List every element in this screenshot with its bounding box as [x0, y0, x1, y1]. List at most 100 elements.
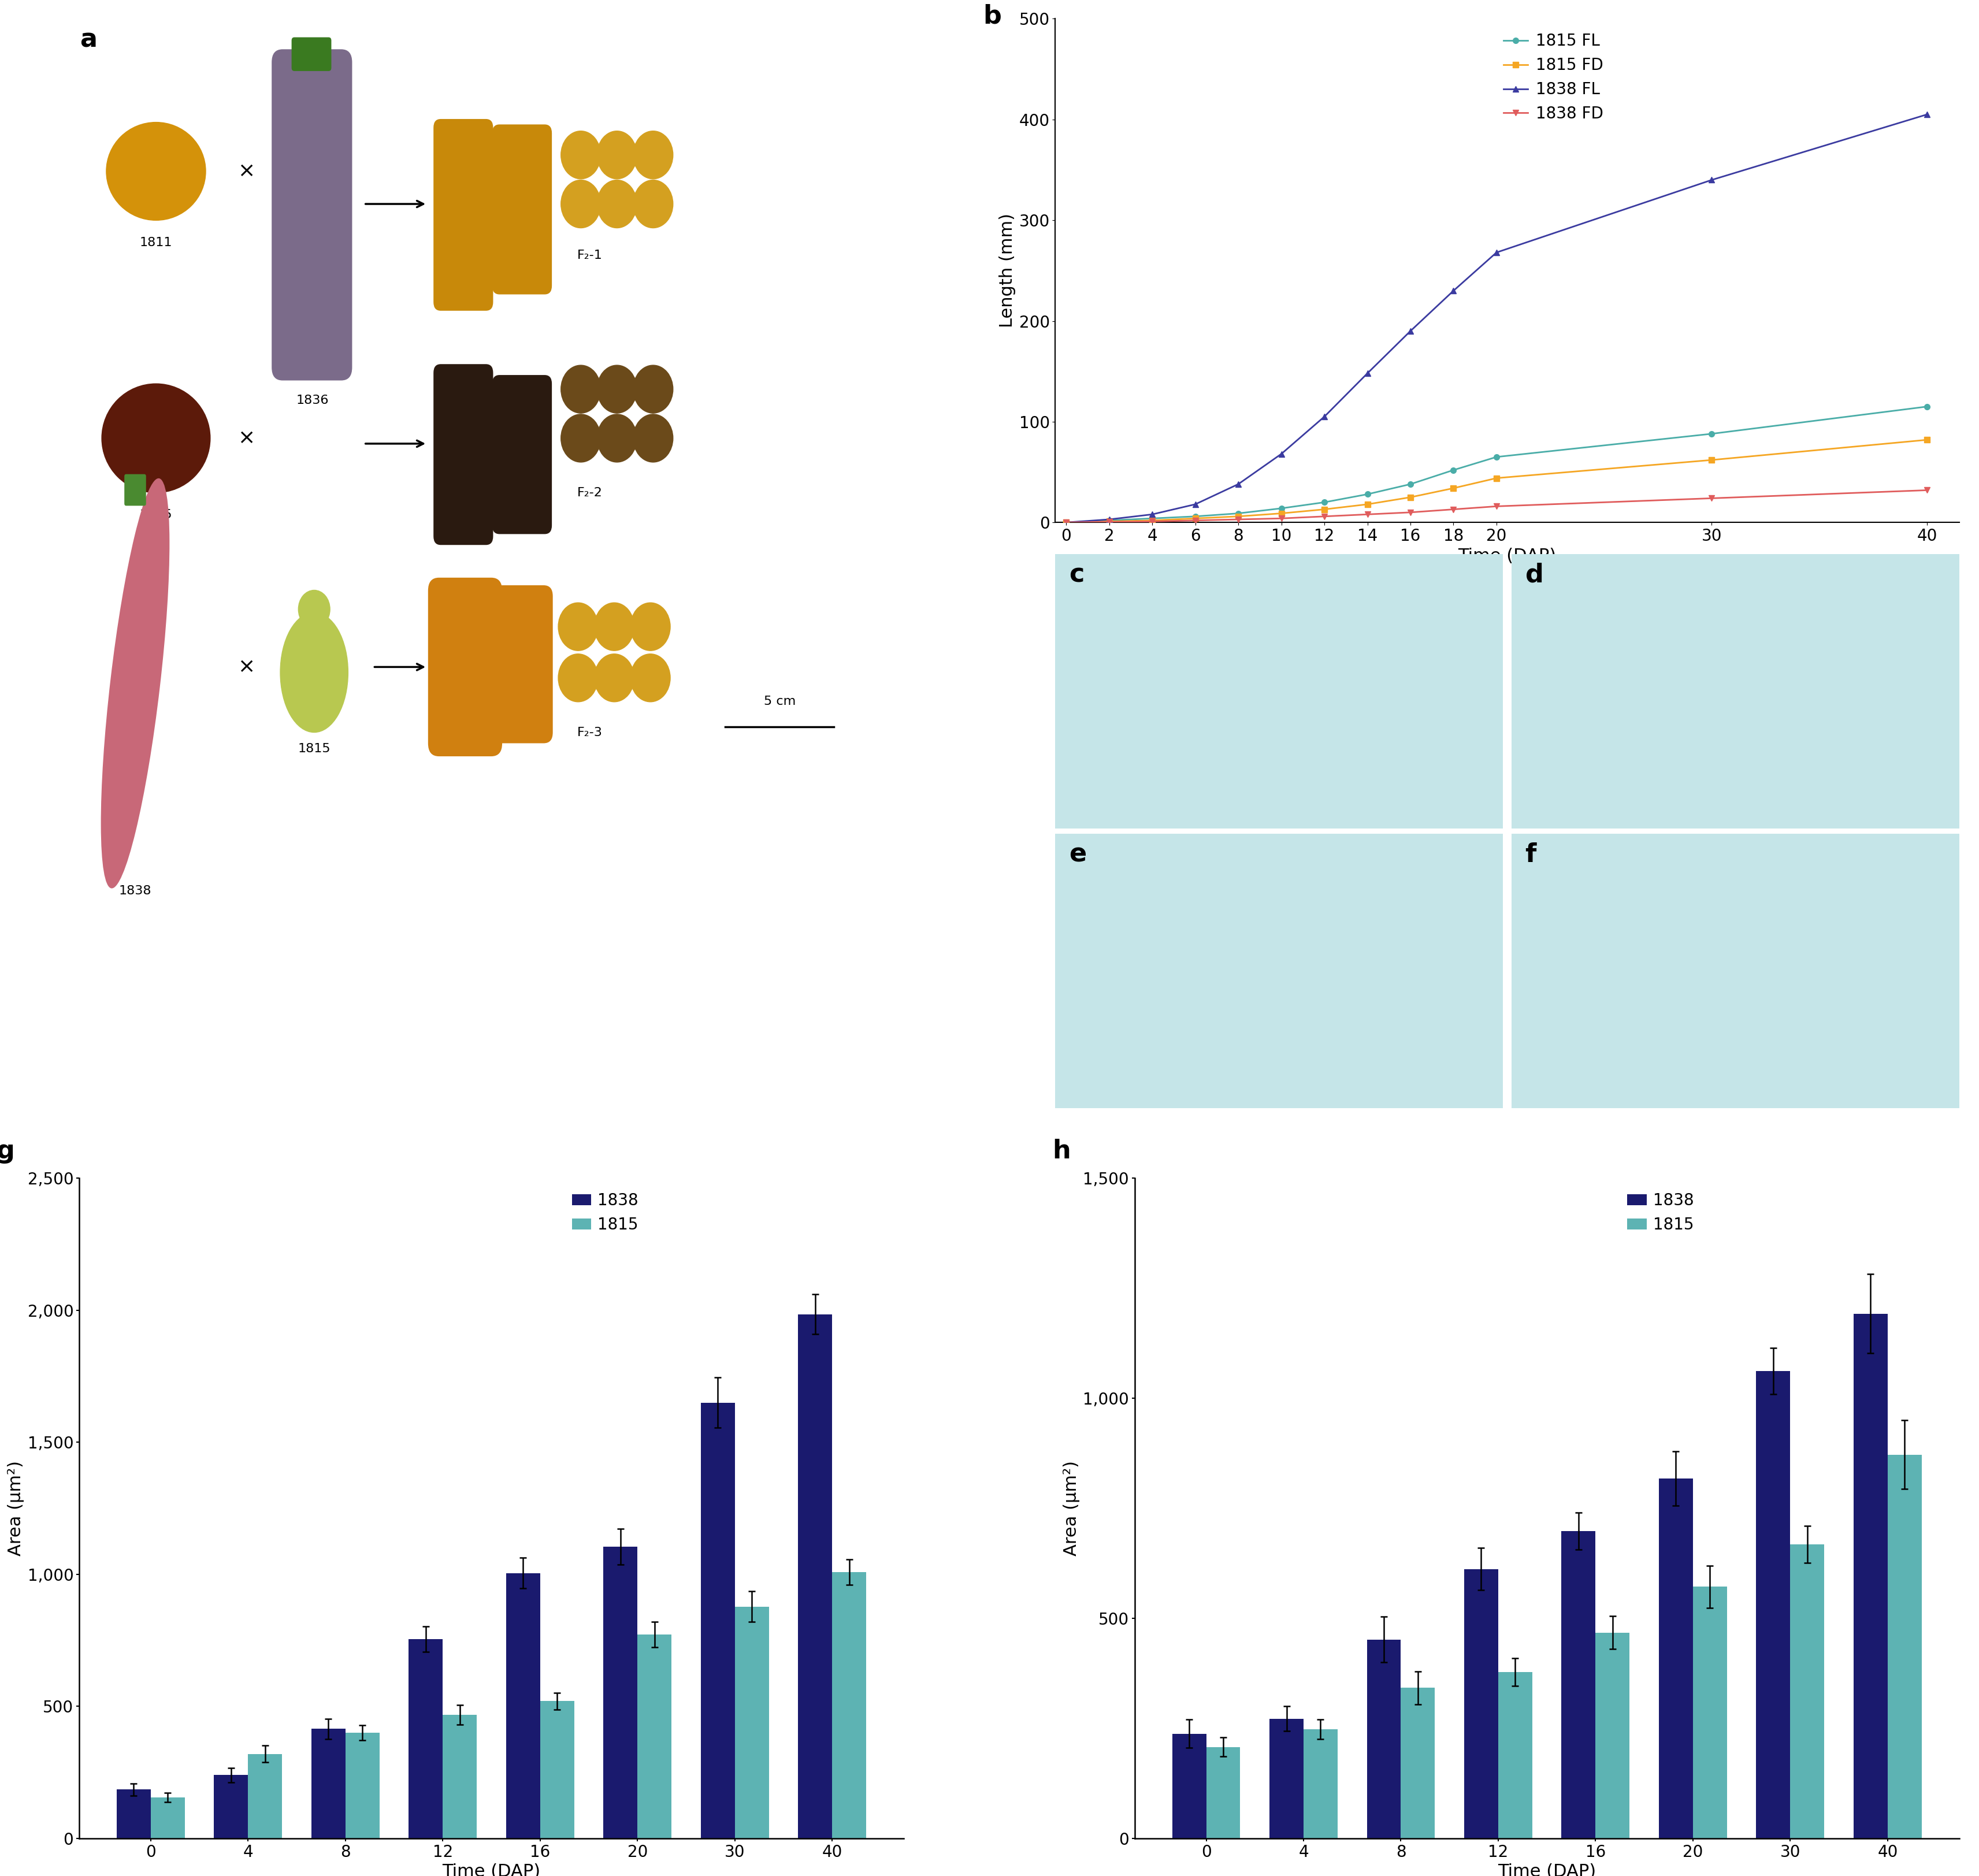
Bar	[117, 1790, 150, 1838]
Legend: 1815 FL, 1815 FD, 1838 FL, 1838 FD: 1815 FL, 1815 FD, 1838 FL, 1838 FD	[1498, 26, 1609, 128]
1838 FD	[1096, 510, 1120, 533]
Bar	[1791, 1544, 1825, 1838]
Text: ×: ×	[237, 161, 255, 182]
X-axis label: Time (DAP): Time (DAP)	[1498, 1863, 1597, 1876]
FancyBboxPatch shape	[125, 475, 146, 507]
Text: F₂-2: F₂-2	[578, 488, 602, 499]
Legend: 1838, 1815: 1838, 1815	[566, 1186, 645, 1240]
Bar	[1367, 1640, 1401, 1838]
Ellipse shape	[299, 591, 330, 628]
1815 FL	[1227, 503, 1251, 525]
1815 FD	[1183, 507, 1207, 529]
Text: 1825: 1825	[141, 508, 172, 520]
1815 FL	[1140, 507, 1164, 529]
Circle shape	[631, 655, 671, 702]
Bar	[637, 1634, 671, 1838]
Text: F₂-3: F₂-3	[578, 726, 602, 739]
Circle shape	[633, 415, 673, 461]
Y-axis label: Area (μm²): Area (μm²)	[8, 1461, 24, 1555]
Line: 1815 FD: 1815 FD	[1063, 437, 1930, 525]
1838 FD	[1183, 508, 1207, 531]
FancyBboxPatch shape	[487, 585, 552, 743]
1838 FL	[1484, 242, 1508, 265]
FancyBboxPatch shape	[291, 38, 330, 71]
FancyBboxPatch shape	[427, 578, 503, 756]
1838 FD	[1441, 499, 1464, 522]
Bar	[734, 1606, 770, 1838]
Bar	[1172, 1733, 1205, 1838]
1815 FD	[1484, 467, 1508, 490]
1815 FD	[1441, 477, 1464, 499]
Text: h: h	[1053, 1139, 1071, 1163]
1815 FD	[1055, 510, 1079, 533]
Bar	[507, 1574, 540, 1838]
Bar	[247, 1754, 283, 1838]
Bar	[1595, 1632, 1629, 1838]
1838 FL	[1700, 169, 1724, 191]
1838 FL	[1399, 319, 1423, 341]
Bar	[1401, 1688, 1435, 1838]
Line: 1815 FL: 1815 FL	[1063, 403, 1930, 525]
Text: d: d	[1526, 563, 1544, 587]
Text: 1838: 1838	[119, 885, 152, 897]
Y-axis label: Length (mm): Length (mm)	[999, 214, 1015, 328]
Bar	[833, 1572, 867, 1838]
1838 FD	[1484, 495, 1508, 518]
1815 FD	[1269, 503, 1292, 525]
Circle shape	[560, 180, 602, 229]
Line: 1838 FD: 1838 FD	[1063, 488, 1930, 525]
1815 FD	[1312, 499, 1336, 522]
FancyBboxPatch shape	[433, 364, 493, 544]
Text: 1811: 1811	[141, 236, 172, 248]
1815 FD	[1700, 448, 1724, 471]
Circle shape	[633, 131, 673, 178]
1815 FL	[1183, 505, 1207, 527]
Circle shape	[598, 131, 637, 178]
Bar	[214, 1775, 247, 1838]
Text: ×: ×	[237, 657, 255, 677]
FancyBboxPatch shape	[493, 124, 552, 295]
Circle shape	[633, 366, 673, 413]
Bar	[540, 1702, 574, 1838]
FancyBboxPatch shape	[493, 375, 552, 535]
1838 FL	[1441, 280, 1464, 302]
Bar	[410, 1640, 443, 1838]
Text: 1836: 1836	[297, 394, 329, 407]
FancyBboxPatch shape	[433, 118, 493, 311]
1815 FD	[1399, 486, 1423, 508]
1838 FD	[1227, 508, 1251, 531]
1838 FD	[1312, 505, 1336, 527]
1815 FL	[1312, 492, 1336, 514]
Bar	[1854, 1313, 1888, 1838]
Text: f: f	[1526, 842, 1536, 867]
Ellipse shape	[107, 122, 206, 219]
1815 FL	[1700, 422, 1724, 445]
1815 FL	[1055, 510, 1079, 533]
1838 FL	[1356, 362, 1379, 385]
1838 FL	[1055, 510, 1079, 533]
Circle shape	[594, 602, 633, 651]
1815 FL	[1096, 508, 1120, 531]
Bar	[1561, 1531, 1595, 1838]
1838 FD	[1140, 510, 1164, 533]
1815 FD	[1096, 510, 1120, 533]
1815 FL	[1441, 460, 1464, 482]
Circle shape	[633, 180, 673, 229]
Circle shape	[598, 415, 637, 461]
Text: ×: ×	[237, 428, 255, 448]
Line: 1838 FL: 1838 FL	[1063, 113, 1930, 525]
Circle shape	[594, 655, 633, 702]
1838 FD	[1356, 503, 1379, 525]
1815 FD	[1227, 505, 1251, 527]
Text: 1815: 1815	[297, 743, 330, 754]
1815 FL	[1356, 482, 1379, 505]
Circle shape	[558, 602, 598, 651]
Bar	[1205, 1747, 1241, 1838]
Ellipse shape	[281, 612, 348, 732]
Ellipse shape	[101, 385, 210, 493]
Text: F₂-1: F₂-1	[578, 250, 602, 261]
Bar	[1464, 1568, 1498, 1838]
1815 FL	[1916, 396, 1939, 418]
Bar	[346, 1733, 380, 1838]
1815 FD	[1916, 428, 1939, 450]
